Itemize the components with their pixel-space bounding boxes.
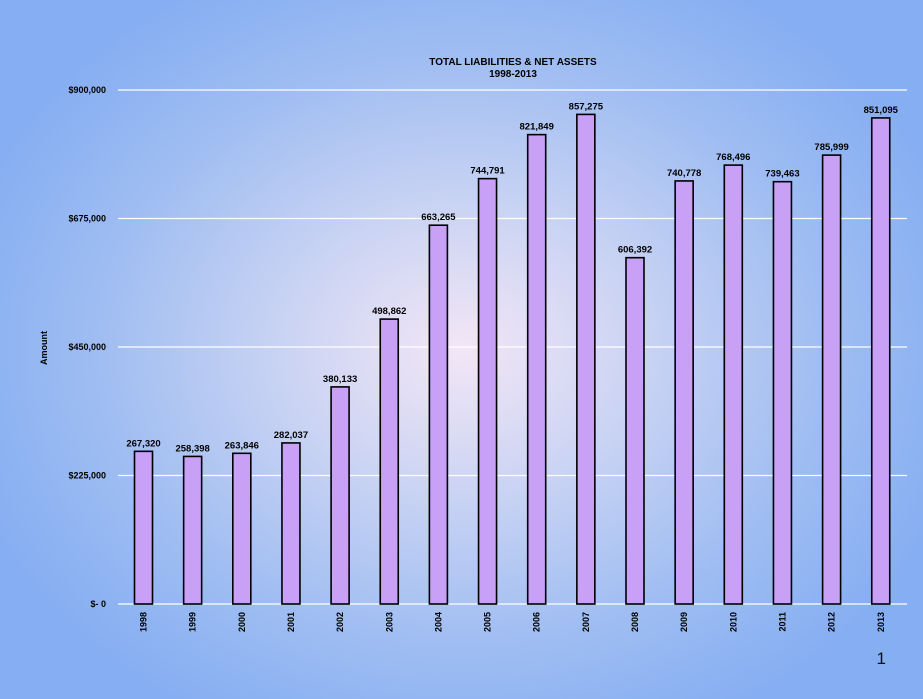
data-label-2001: 282,037 bbox=[274, 430, 308, 441]
data-label-2013: 851,095 bbox=[864, 105, 899, 116]
x-tick-labels: 1998 1999 2000 2001 2002 2003 2004 2005 2006 2007… bbox=[139, 612, 886, 632]
bar-2008 bbox=[625, 256, 645, 605]
bar-1998 bbox=[133, 450, 154, 605]
bar-2010 bbox=[723, 164, 744, 605]
x-tick-label-2000: 2000 bbox=[237, 612, 247, 632]
x-tick-label-2011: 2011 bbox=[777, 612, 787, 632]
x-tick-label-2006: 2006 bbox=[532, 612, 542, 632]
data-label-2006: 821,849 bbox=[520, 122, 554, 133]
x-tick-label-2007: 2007 bbox=[581, 612, 591, 632]
data-label-1998: 267,320 bbox=[126, 438, 160, 449]
data-label-2010: 768,496 bbox=[716, 152, 750, 163]
bar-2000 bbox=[232, 452, 252, 605]
x-tick-label-2008: 2008 bbox=[630, 612, 640, 632]
data-label-2002: 380,133 bbox=[323, 374, 357, 385]
bar-2007 bbox=[576, 113, 596, 605]
y-tick-label: $- 0 bbox=[90, 599, 106, 609]
bar-2012 bbox=[821, 154, 842, 605]
x-tick-label-2012: 2012 bbox=[827, 612, 837, 632]
bar-2005 bbox=[477, 177, 498, 605]
data-label-2008: 606,392 bbox=[618, 245, 652, 256]
x-tick-label-2010: 2010 bbox=[728, 612, 738, 632]
bar-2006 bbox=[526, 133, 547, 605]
bar-1999 bbox=[182, 455, 203, 605]
y-tick-labels: $- 0 $225,000 $450,000 $675,000 $900,000 bbox=[68, 85, 106, 609]
page-number: 1 bbox=[876, 649, 886, 668]
data-labels: 267,320 258,398 263,846 282,037 380,133 498,8… bbox=[126, 101, 898, 454]
data-label-2012: 785,999 bbox=[814, 142, 848, 153]
data-label-2009: 740,778 bbox=[667, 168, 701, 179]
x-tick-label-2003: 2003 bbox=[384, 612, 394, 632]
y-tick-label: $900,000 bbox=[68, 85, 106, 95]
bar-2001 bbox=[281, 442, 301, 605]
x-tick-label-1999: 1999 bbox=[188, 612, 198, 632]
bar-2013 bbox=[870, 117, 891, 605]
data-label-1999: 258,398 bbox=[175, 443, 209, 454]
x-tick-label-1998: 1998 bbox=[139, 612, 149, 632]
y-tick-label: $450,000 bbox=[68, 342, 106, 352]
bar-2011 bbox=[772, 180, 793, 605]
x-tick-label-2005: 2005 bbox=[483, 612, 493, 632]
data-label-2004: 663,265 bbox=[421, 212, 456, 223]
bar-2009 bbox=[674, 180, 694, 605]
bars bbox=[133, 113, 891, 605]
x-tick-label-2004: 2004 bbox=[433, 612, 443, 632]
x-tick-label-2013: 2013 bbox=[876, 612, 886, 632]
data-label-2007: 857,275 bbox=[569, 101, 604, 112]
x-tick-label-2009: 2009 bbox=[679, 612, 689, 632]
x-tick-label-2002: 2002 bbox=[335, 612, 345, 632]
data-label-2005: 744,791 bbox=[470, 166, 505, 177]
data-label-2003: 498,862 bbox=[372, 306, 406, 317]
bar-2002 bbox=[330, 386, 350, 605]
chart-subtitle: 1998-2013 bbox=[489, 69, 537, 80]
y-axis-label: Amount bbox=[39, 331, 49, 365]
chart-title: TOTAL LIABILITIES & NET ASSETS bbox=[429, 57, 597, 68]
data-label-2011: 739,463 bbox=[765, 169, 799, 180]
data-label-2000: 263,846 bbox=[225, 440, 259, 451]
y-tick-label: $225,000 bbox=[68, 471, 106, 481]
bar-2003 bbox=[379, 318, 400, 605]
y-tick-label: $675,000 bbox=[68, 214, 106, 224]
bar-2004 bbox=[428, 224, 449, 605]
x-tick-label-2001: 2001 bbox=[286, 612, 296, 632]
